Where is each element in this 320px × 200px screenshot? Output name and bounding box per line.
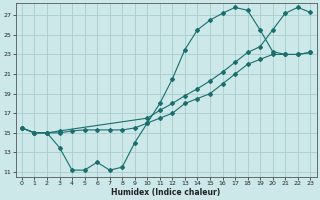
X-axis label: Humidex (Indice chaleur): Humidex (Indice chaleur) [111,188,221,197]
